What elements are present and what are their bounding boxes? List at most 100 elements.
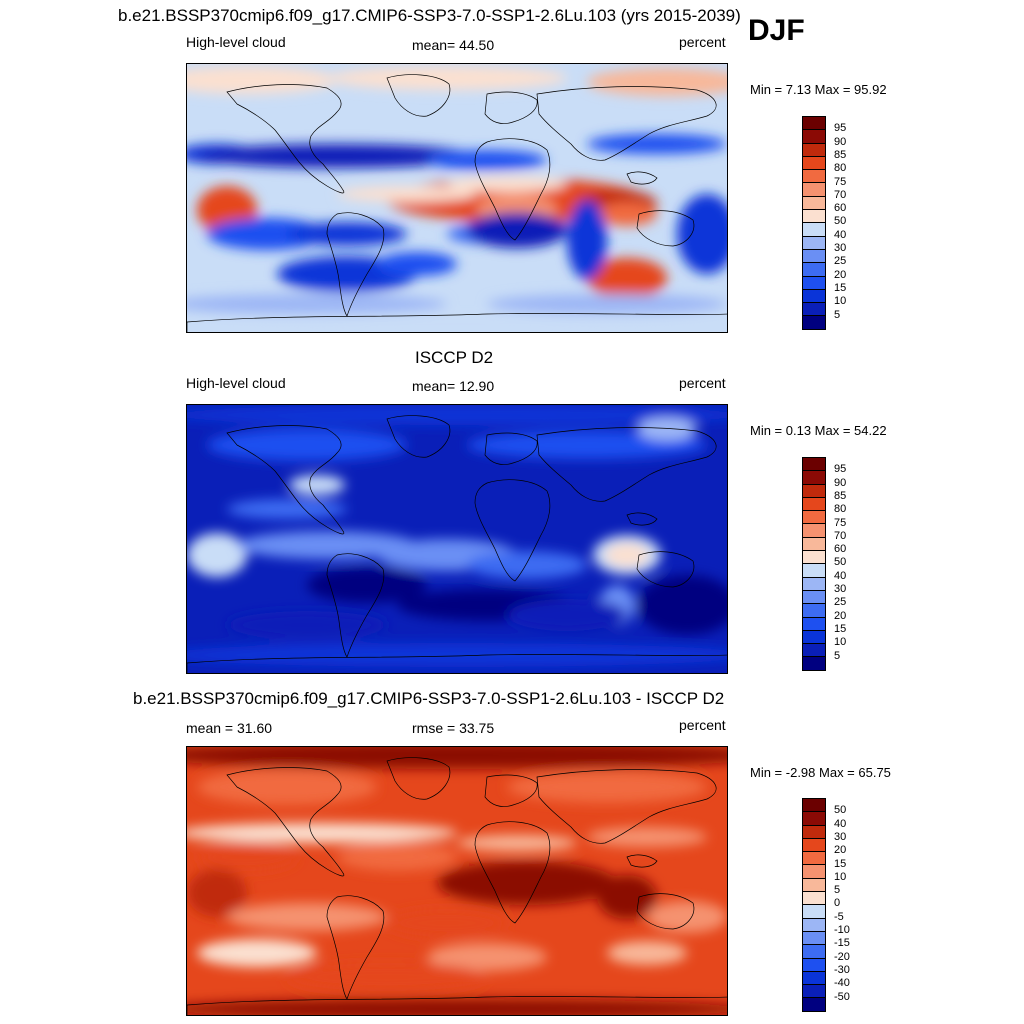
colorbar-tick-label: 30 — [834, 242, 847, 254]
colorbar-tick-label: 70 — [834, 188, 847, 201]
field-contour — [467, 551, 587, 579]
field-contour — [187, 999, 727, 1015]
coastline — [484, 432, 538, 465]
field-contour — [637, 575, 727, 635]
coastline — [636, 893, 695, 930]
colorbar-segment — [802, 275, 826, 289]
colorbar-tick-label: 5 — [834, 308, 841, 321]
colorbar-segment — [802, 523, 826, 537]
colorbar-tick-label: 75 — [834, 516, 847, 529]
colorbar-segment — [802, 917, 826, 931]
colorbar-segment — [802, 510, 826, 524]
field-contour — [187, 405, 727, 425]
coastline — [474, 138, 551, 241]
colorbar-tick-label: 95 — [834, 122, 847, 135]
coastline — [187, 996, 727, 1015]
field-contour — [327, 66, 567, 90]
colorbar-segment — [802, 536, 826, 551]
panel3-title: b.e21.BSSP370cmip6.f09_g17.CMIP6-SSP3-7.… — [133, 689, 725, 708]
field-contour — [237, 531, 417, 559]
coastline — [386, 757, 451, 800]
colorbar-segment — [802, 315, 826, 330]
colorbar-tick-label: 80 — [834, 162, 847, 175]
colorbar-tick-label: 85 — [834, 489, 847, 502]
field-contour — [187, 320, 727, 332]
colorbar-tick-label: -40 — [834, 977, 850, 990]
colorbar-tick-label: 10 — [834, 870, 847, 883]
field-contour — [507, 599, 627, 631]
colorbar-segment — [802, 457, 826, 471]
colorbar-tick-label: -15 — [834, 937, 850, 950]
field-contour — [187, 823, 457, 843]
field-contour — [387, 909, 507, 937]
colorbar-segment — [802, 302, 826, 316]
colorbar-segment — [802, 656, 826, 671]
coastline — [187, 654, 727, 673]
colorbar-tick-label: 20 — [834, 844, 847, 857]
colorbar-segment — [802, 603, 826, 617]
colorbar-segment — [802, 169, 826, 183]
colorbar-segment — [802, 944, 826, 958]
colorbar-tick-label: 95 — [834, 463, 847, 476]
colorbar-tick-label: 20 — [834, 268, 847, 281]
field-contour — [227, 611, 387, 639]
colorbar-tick-label: 25 — [834, 255, 847, 268]
field-contour — [457, 835, 577, 851]
colorbar-tick-label: 70 — [834, 529, 847, 542]
colorbar-segment — [802, 589, 826, 604]
panel2-title: ISCCP D2 — [415, 348, 494, 367]
colorbar-tick-label: 60 — [834, 543, 847, 556]
panel3-rmse-label: rmse = 33.75 — [412, 720, 495, 736]
field-contour — [587, 258, 667, 298]
colorbar-segment — [802, 550, 826, 564]
panel1-map — [186, 63, 728, 333]
colorbar-tick-label: 5 — [834, 884, 841, 897]
colorbar-tick-label: 25 — [834, 596, 847, 609]
field-contour — [187, 643, 727, 667]
coastline — [626, 854, 658, 868]
coastline — [474, 821, 551, 924]
colorbar-segment — [802, 864, 826, 878]
colorbar-segment — [802, 129, 826, 143]
panel3-map — [186, 746, 728, 1016]
coastline — [626, 171, 658, 185]
colorbar-tick-label: 40 — [834, 569, 847, 582]
panel2-map — [186, 404, 728, 674]
panel3-units-label: percent — [679, 717, 726, 733]
season-label: DJF — [748, 14, 805, 47]
coastline — [484, 91, 538, 124]
field-contour — [187, 869, 247, 917]
colorbar-segment — [802, 957, 826, 971]
field-contour — [677, 194, 727, 274]
field-contour — [587, 134, 727, 154]
field-contour — [607, 941, 687, 965]
colorbar-tick-label: -50 — [834, 990, 850, 1003]
field-contour — [187, 66, 337, 94]
field-contour — [197, 843, 297, 871]
field-contour — [287, 222, 407, 246]
colorbar-segment — [802, 235, 826, 249]
panel1-colorbar — [802, 116, 826, 330]
panel2-colorbar — [802, 457, 826, 671]
field-contour — [467, 431, 707, 459]
colorbar-segment — [802, 851, 826, 865]
coastline — [326, 895, 385, 1000]
field-contour — [187, 294, 447, 314]
coastline — [484, 774, 538, 807]
field-contour — [427, 150, 547, 170]
colorbar-tick-label: 15 — [834, 857, 847, 870]
field-contour — [507, 771, 707, 803]
coastline — [226, 425, 345, 535]
coastline — [636, 551, 695, 588]
field-contour — [587, 68, 727, 96]
field-contour — [197, 769, 377, 805]
coastline — [626, 512, 658, 526]
colorbar-tick-label: 60 — [834, 202, 847, 215]
coastline — [474, 479, 551, 582]
colorbar-segment — [802, 891, 826, 905]
colorbar-tick-label: -10 — [834, 924, 850, 936]
field-contour — [597, 202, 657, 226]
panel1-minmax: Min = 7.13 Max = 95.92 — [750, 82, 887, 97]
field-contour — [337, 843, 457, 871]
panel2-minmax: Min = 0.13 Max = 54.22 — [750, 423, 887, 438]
